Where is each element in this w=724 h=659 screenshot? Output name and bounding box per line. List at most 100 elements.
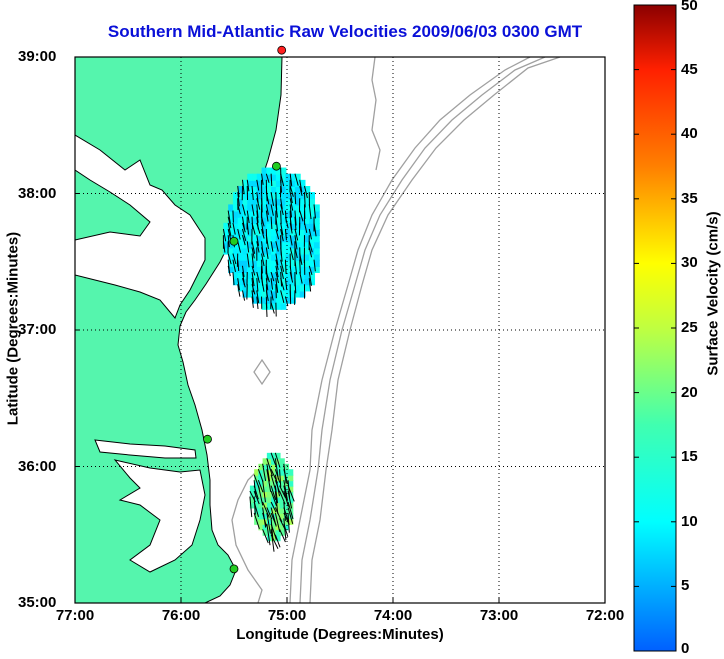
velocity-cell xyxy=(242,247,249,255)
velocity-vector xyxy=(289,192,293,204)
velocity-cell xyxy=(299,241,306,249)
velocity-vector xyxy=(280,290,285,303)
velocity-vector xyxy=(270,529,275,552)
velocity-cell xyxy=(271,496,277,503)
velocity-cell xyxy=(309,204,316,212)
velocity-cell xyxy=(266,259,273,267)
velocity-cell xyxy=(285,290,292,298)
velocity-cell xyxy=(271,222,277,230)
velocity-cell xyxy=(271,452,277,460)
velocity-vector xyxy=(287,480,291,498)
velocity-vector xyxy=(256,296,259,310)
velocity-cell xyxy=(228,216,234,224)
velocity-cell xyxy=(271,185,277,194)
velocity-cell xyxy=(252,179,258,187)
velocity-cell xyxy=(309,198,316,206)
grid-lines xyxy=(75,57,605,603)
velocity-cell xyxy=(283,518,290,525)
velocity-cell xyxy=(247,198,254,206)
velocity-cell xyxy=(294,265,301,273)
velocity-cell xyxy=(290,247,296,255)
velocity-vector xyxy=(284,210,287,223)
velocity-cell xyxy=(275,480,281,487)
velocity-cell xyxy=(256,235,263,243)
velocity-vector xyxy=(287,501,294,520)
y-tick-label: 36:00 xyxy=(18,457,57,475)
x-tick-label: 74:00 xyxy=(373,607,413,624)
station-marker xyxy=(229,236,239,246)
velocity-vector xyxy=(294,235,298,250)
velocity-cell xyxy=(258,469,264,476)
velocity-vector xyxy=(289,204,293,218)
velocity-vector xyxy=(256,198,261,210)
velocity-cell xyxy=(252,198,258,206)
velocity-cell xyxy=(285,179,292,187)
velocity-cell xyxy=(232,216,239,224)
velocity-cell xyxy=(256,210,263,218)
velocity-cell xyxy=(285,265,292,273)
velocity-cell xyxy=(304,241,311,249)
velocity-cell xyxy=(232,228,239,237)
velocity-cell xyxy=(271,216,277,224)
velocity-cell xyxy=(266,204,273,212)
velocity-cell xyxy=(258,491,264,498)
velocity-cell xyxy=(309,228,316,237)
velocity-cell xyxy=(314,222,320,230)
velocity-cell xyxy=(249,491,256,498)
velocity-cell xyxy=(266,452,273,460)
velocity-cell xyxy=(271,173,277,181)
velocity-vector xyxy=(270,452,277,466)
velocity-cell xyxy=(290,222,296,230)
velocity-cell xyxy=(266,192,273,200)
velocity-vector xyxy=(274,507,283,523)
velocity-cell xyxy=(290,296,296,304)
velocity-cell xyxy=(237,235,244,243)
velocity-vector xyxy=(270,501,277,513)
velocity-vector xyxy=(303,192,306,208)
velocity-vector xyxy=(274,534,281,548)
velocity-cell xyxy=(275,173,282,181)
velocity-cell xyxy=(294,173,301,181)
velocity-cell xyxy=(237,204,244,212)
velocity-cell xyxy=(275,284,282,292)
velocity-cell xyxy=(299,198,306,206)
velocity-cell xyxy=(242,204,249,212)
velocity-cell xyxy=(249,485,256,493)
velocity-cell xyxy=(271,534,277,542)
velocity-vector xyxy=(270,302,275,314)
velocity-cell xyxy=(271,228,277,237)
velocity-cell xyxy=(294,271,301,280)
velocity-cell xyxy=(285,241,292,249)
velocity-cell xyxy=(252,296,258,304)
velocity-cell xyxy=(223,235,230,243)
velocity-cell xyxy=(290,284,296,292)
velocity-vector xyxy=(232,222,236,235)
velocity-cell xyxy=(256,241,263,249)
velocity-cell xyxy=(258,518,264,525)
velocity-cell xyxy=(304,228,311,237)
velocity-vector xyxy=(270,241,274,252)
velocity-cell xyxy=(275,216,282,224)
velocity-vector xyxy=(251,185,254,201)
velocity-cell xyxy=(228,265,234,273)
velocity-cell xyxy=(280,179,287,187)
velocity-cell xyxy=(275,253,282,261)
velocity-cell xyxy=(247,216,254,224)
velocity-vector xyxy=(280,210,282,225)
velocity-vector xyxy=(284,278,288,290)
velocity-vector xyxy=(280,259,285,272)
velocity-cell xyxy=(283,463,290,471)
velocity-cell xyxy=(280,235,287,243)
velocity-cell xyxy=(280,173,287,181)
velocity-cell xyxy=(266,458,273,465)
velocity-cell xyxy=(252,210,258,218)
velocity-vector xyxy=(313,259,316,272)
velocity-vector xyxy=(289,198,294,211)
x-tick-label: 76:00 xyxy=(161,607,201,624)
velocity-vector xyxy=(241,290,246,301)
velocity-cell xyxy=(280,228,287,237)
velocity-vector xyxy=(279,529,286,543)
velocity-cell xyxy=(275,271,282,280)
velocity-cell xyxy=(285,296,292,304)
velocity-cell xyxy=(290,228,296,237)
